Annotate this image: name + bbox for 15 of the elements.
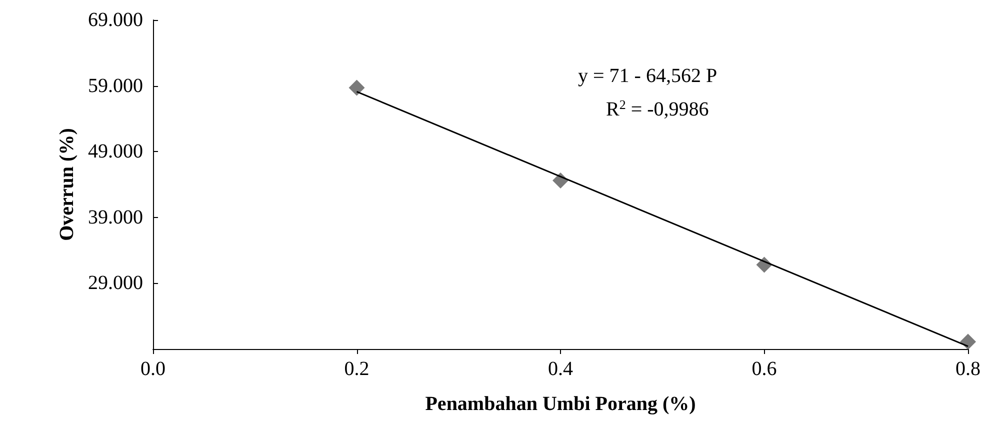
x-axis-title: Penambahan Umbi Porang (%): [425, 393, 696, 415]
x-tick-label: 0.0: [140, 358, 166, 380]
y-tick-label: 59.000: [88, 74, 143, 97]
annotation: y = 71 - 64,562 P: [578, 65, 718, 87]
y-tick-label: 69.000: [88, 9, 143, 31]
point: [960, 334, 976, 350]
y-tick-label: 39.000: [88, 206, 143, 228]
y-tick-label: 29.000: [88, 272, 143, 294]
x-tick-label: 0.4: [548, 358, 573, 380]
x-tick-label: 0.2: [344, 358, 370, 380]
y-tick-label: 49.000: [88, 140, 143, 163]
y-axis-title: Overrun (%): [56, 128, 78, 241]
point: [348, 80, 365, 96]
x-tick-label: 0.6: [752, 358, 777, 380]
x-tick-label: 0.8: [956, 358, 980, 380]
